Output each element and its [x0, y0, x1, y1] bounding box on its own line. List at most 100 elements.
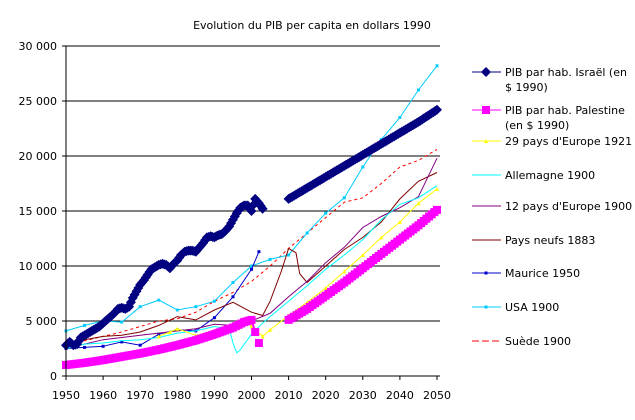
data-point: [323, 286, 328, 290]
legend-label: PIB par hab. Palestine: [505, 104, 625, 117]
legend-label: USA 1900: [505, 301, 559, 314]
data-point: [157, 332, 161, 336]
data-point: [138, 305, 142, 309]
data-point: [435, 187, 439, 191]
data-point: [481, 67, 491, 77]
series-line: [65, 172, 438, 344]
legend-label: Pays neufs 1883: [505, 234, 595, 247]
x-tick-label: 1980: [163, 389, 191, 402]
data-point: [249, 324, 254, 329]
data-point: [435, 64, 439, 68]
data-point: [482, 106, 490, 114]
series-line: [65, 148, 438, 345]
series-8: [65, 148, 438, 345]
data-point: [231, 295, 235, 299]
legend-item: Pays neufs 1883: [472, 234, 595, 247]
data-point: [194, 305, 198, 309]
data-point: [83, 345, 87, 349]
y-tick-label: 5 000: [26, 315, 58, 328]
data-point: [342, 269, 347, 274]
data-point: [305, 231, 309, 235]
data-point: [250, 267, 253, 271]
legend-item: PIB par hab. Palestine (en $ 1990): [472, 104, 625, 132]
x-tick-label: 2010: [275, 389, 303, 402]
series-1: [62, 205, 441, 369]
legend-item: PIB par hab. Israël (en $ 1990): [472, 66, 627, 94]
data-point: [247, 315, 256, 324]
legend-label: Allemagne 1900: [505, 169, 595, 182]
y-tick-label: 25 000: [19, 95, 58, 108]
series-line: [65, 185, 438, 354]
x-tick-label: 2040: [386, 389, 414, 402]
legend-label: 29 pays d'Europe 1921: [505, 135, 632, 148]
data-point: [257, 250, 261, 254]
legend-label: 12 pays d'Europe 1900: [505, 200, 632, 213]
plot-area: [61, 64, 442, 369]
y-tick-label: 20 000: [19, 150, 58, 163]
data-point: [379, 235, 384, 240]
legend-item: 29 pays d'Europe 1921: [472, 135, 632, 148]
x-axis-ticks: 1950 1960 1970 1980 1990 2000 2010 2020 2030 2040…: [52, 376, 451, 402]
data-point: [175, 308, 179, 312]
data-point: [416, 201, 421, 206]
data-point: [175, 326, 180, 331]
data-point: [157, 298, 161, 302]
series-0: [61, 104, 442, 351]
data-point: [287, 253, 291, 257]
chart-title: Evolution du PIB per capita en dollars 1…: [193, 19, 431, 32]
series-3: [65, 185, 438, 354]
data-point: [268, 327, 273, 332]
legend-label: $ 1990): [505, 81, 548, 94]
data-point: [120, 320, 124, 324]
data-point: [432, 104, 442, 115]
x-tick-label: 2030: [349, 389, 377, 402]
data-point: [257, 203, 268, 214]
data-point: [398, 116, 402, 119]
x-tick-label: 2000: [238, 389, 266, 402]
data-point: [83, 323, 87, 327]
data-point: [248, 199, 259, 210]
x-tick-label: 2050: [423, 389, 451, 402]
y-axis-ticks: 0 5 000 10 000 15 000 20 000 25 000 30 000: [19, 40, 66, 383]
data-point: [360, 253, 365, 257]
legend-label: Maurice 1950: [505, 267, 580, 280]
data-point: [156, 334, 161, 339]
legend-item: Allemagne 1900: [472, 169, 595, 182]
series-5: [65, 172, 438, 344]
data-point: [397, 220, 402, 224]
legend-label: (en $ 1990): [505, 119, 569, 132]
legend: PIB par hab. Israël (en$ 1990)PIB par ha…: [472, 66, 632, 348]
data-point: [212, 299, 216, 303]
y-tick-label: 0: [50, 370, 57, 383]
data-point: [212, 316, 216, 320]
data-point: [484, 271, 488, 275]
x-tick-label: 1970: [126, 389, 154, 402]
y-tick-label: 15 000: [19, 205, 58, 218]
data-point: [101, 344, 105, 348]
x-tick-label: 1990: [200, 389, 228, 402]
legend-item: Maurice 1950: [472, 267, 580, 280]
data-point: [260, 334, 265, 339]
data-point: [250, 264, 253, 268]
data-point: [484, 139, 488, 143]
data-point: [120, 340, 124, 344]
data-point: [254, 339, 263, 347]
legend-label: PIB par hab. Israël (en: [505, 66, 627, 79]
data-point: [342, 196, 346, 200]
y-tick-label: 10 000: [19, 260, 58, 273]
x-tick-label: 2020: [312, 389, 340, 402]
data-point: [231, 281, 235, 284]
data-point: [484, 305, 488, 309]
data-point: [324, 211, 328, 215]
legend-item: 12 pays d'Europe 1900: [472, 200, 632, 213]
data-point: [138, 343, 142, 347]
x-tick-label: 1960: [89, 389, 117, 402]
data-point: [251, 328, 260, 336]
legend-label: Suède 1900: [505, 335, 571, 348]
data-point: [361, 165, 365, 169]
legend-item: Suède 1900: [472, 335, 571, 348]
data-point: [416, 88, 420, 92]
data-point: [268, 257, 272, 261]
data-point: [433, 205, 441, 214]
